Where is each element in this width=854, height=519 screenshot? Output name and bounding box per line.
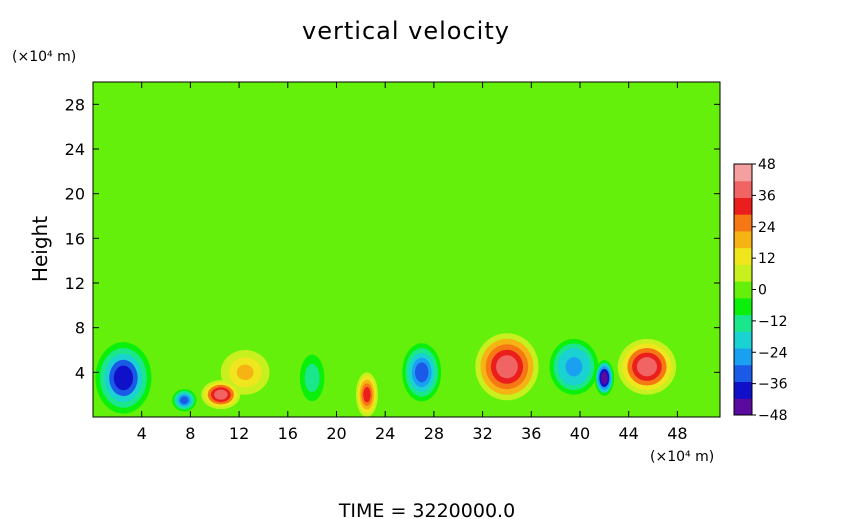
colorbar-segment [734,264,752,282]
heatmap-feature [415,362,429,383]
x-tick-label: 44 [619,424,639,443]
y-axis-unit: (×10⁴ m) [12,49,76,65]
x-tick-label: 40 [570,424,590,443]
colorbar-tick-label: 24 [758,220,776,236]
x-tick-label: 12 [229,424,249,443]
x-tick-label: 32 [472,424,492,443]
colorbar-tick-label: 0 [758,283,767,299]
x-tick-label: 28 [424,424,444,443]
heatmap-feature [600,371,608,385]
colorbar-segment [734,281,752,299]
chart-title: vertical velocity [302,17,510,45]
heatmap-feature [363,386,371,403]
y-tick-label: 8 [75,319,85,338]
y-axis-label: Height [28,216,52,282]
colorbar-segment [734,247,752,265]
x-tick-label: 48 [667,424,687,443]
colorbar-segment [734,297,752,316]
time-label: TIME = 3220000.0 [338,500,515,519]
y-tick-label: 28 [65,95,85,114]
y-tick-label: 24 [65,140,85,159]
y-tick-label: 12 [65,274,85,293]
colorbar-tick-label: −48 [758,408,788,424]
colorbar-segment [734,348,752,366]
heatmap-feature [307,368,318,388]
colorbar-tick-label: 48 [758,157,776,173]
plot-frame [92,81,721,418]
colorbar-tick-label: −12 [758,314,788,330]
colorbar-segment [734,364,752,383]
heatmap-feature [236,364,254,381]
colorbar-tick-label: −24 [758,345,788,361]
heatmap-feature [496,355,518,379]
y-tick-label: 20 [65,185,85,204]
x-tick-label: 4 [137,424,147,443]
colorbar-segment [734,230,752,249]
y-tick-label: 16 [65,229,85,248]
colorbar-segment [734,214,752,232]
colorbar-segment [734,381,752,399]
colorbar-segment [734,197,752,215]
heatmap-feature [636,357,658,377]
x-tick-label: 24 [375,424,395,443]
colorbar-segment [734,180,752,198]
heatmap-feature [565,357,583,377]
y-tick-label: 4 [75,363,85,382]
colorbar-tick-label: 36 [758,188,776,204]
colorbar-tick-label: 12 [758,251,776,267]
x-tick-label: 16 [278,424,298,443]
x-tick-label: 20 [326,424,346,443]
heatmap-feature [113,365,134,391]
y-axis-ticks: 4 8 12 16 20 24 28 [65,95,720,382]
x-tick-label: 36 [521,424,541,443]
heatmap-feature [214,389,228,400]
heatmap-field [93,82,720,417]
colorbar: 48 36 24 12 0 −12 −24 −36 −48 [733,157,788,424]
colorbar-segment [734,314,752,332]
heatmap-feature [180,396,189,405]
x-tick-label: 8 [185,424,195,443]
colorbar-segment [734,164,752,182]
x-axis-unit: (×10⁴ m) [650,449,714,465]
colorbar-segment [734,331,752,349]
colorbar-segment [734,398,752,416]
x-axis-ticks: 4 8 12 16 20 24 28 32 36 40 44 48 [137,82,688,443]
colorbar-tick-label: −36 [758,377,788,393]
